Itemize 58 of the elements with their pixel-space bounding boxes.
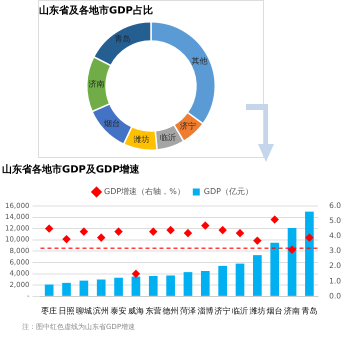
bar — [218, 266, 227, 296]
point — [270, 216, 279, 224]
slice-label: 其他 — [192, 56, 208, 66]
bar — [132, 276, 140, 296]
x-tick-label: 泰安 — [110, 306, 127, 316]
point — [218, 226, 227, 234]
point — [305, 234, 314, 242]
bar — [200, 270, 210, 296]
x-tick-label: 济南 — [284, 306, 300, 316]
bar — [184, 272, 192, 296]
x-tick-label: 临沂 — [232, 306, 248, 316]
slice-label: 潍坊 — [134, 134, 150, 144]
x-tick-label: 威海 — [128, 306, 144, 316]
bar — [288, 228, 296, 296]
x-tick-label: 青岛 — [301, 306, 318, 316]
x-tick-label: 枣庄 — [41, 306, 58, 316]
x-tick-label: 潍坊 — [249, 306, 266, 316]
x-tick-label: 淄博 — [197, 306, 214, 316]
bar — [166, 275, 175, 296]
point — [45, 224, 54, 233]
chart-title: 山东省及各地市GDP占比 — [39, 4, 153, 17]
bar — [114, 278, 123, 296]
x-tick-label: 聊城 — [76, 306, 92, 316]
bar — [44, 284, 54, 296]
point — [236, 229, 244, 238]
bar — [62, 282, 71, 296]
slice-label: 临沂 — [160, 133, 176, 142]
point — [97, 234, 106, 242]
legend-label: GDP增速（右轴，%） — [104, 187, 185, 196]
bar — [96, 279, 106, 296]
bar — [270, 242, 280, 296]
bar — [253, 255, 262, 296]
x-tick-label: 德州 — [162, 306, 179, 316]
x-tick-label: 东营 — [145, 306, 162, 316]
point — [201, 222, 210, 230]
chart-title: 山东省各地市GDP及GDP增速 — [2, 164, 141, 176]
point — [184, 229, 192, 238]
point — [62, 235, 71, 244]
bar — [305, 212, 314, 296]
slice-label: 青岛 — [114, 34, 130, 44]
x-tick-label: 烟台 — [266, 306, 283, 316]
point — [166, 226, 175, 234]
x-tick-label: 日照 — [58, 306, 75, 316]
point — [149, 228, 158, 236]
bar — [236, 264, 244, 296]
bar — [148, 276, 158, 296]
slice-label: 烟台 — [104, 119, 120, 128]
point — [132, 270, 140, 278]
legend-label: GDP（亿元） — [204, 187, 253, 196]
point — [253, 236, 262, 245]
slice-label: 济南 — [88, 79, 104, 88]
slice-label: 济宁 — [180, 121, 196, 130]
x-tick-label: 菏泽 — [180, 306, 196, 316]
x-tick-label: 滨州 — [93, 306, 110, 316]
bar — [80, 280, 88, 296]
point — [80, 228, 88, 236]
x-tick-label: 济宁 — [214, 306, 231, 316]
point — [114, 228, 123, 236]
